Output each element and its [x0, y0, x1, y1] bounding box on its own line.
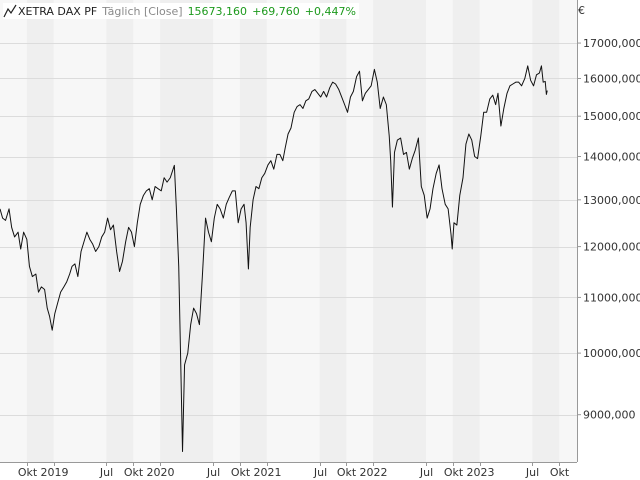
x-tick-label: Jul — [206, 466, 220, 479]
y-axis: 9000,000 10000,000 11000,000 12000,000 13000… — [577, 0, 640, 462]
y-tick-label: 9000,000 — [583, 409, 636, 422]
line-chart-icon — [3, 4, 17, 18]
x-tick-label: Okt — [124, 466, 144, 479]
y-tick-label: 13000,000 — [583, 194, 640, 207]
x-axis: Okt 2019 Jul Okt 2020 Jul Okt 2021 Jul Okt 2022 Jul… — [0, 462, 577, 479]
y-tick-label: 15000,000 — [583, 110, 640, 123]
time-bands — [0, 0, 577, 462]
y-tick-label: 10000,000 — [583, 347, 640, 360]
x-tick-label: 2019 — [41, 466, 69, 479]
currency-label: € — [578, 4, 585, 17]
x-tick-label: 2021 — [254, 466, 282, 479]
x-tick-label: Jul — [313, 466, 327, 479]
quarter-band — [452, 0, 480, 462]
y-tick-label: 14000,000 — [583, 151, 640, 164]
series-line-layer — [0, 65, 548, 453]
quarter-band — [373, 0, 426, 462]
quarter-band — [106, 0, 134, 462]
x-tick-label: Okt — [444, 466, 464, 479]
quarter-band — [239, 0, 267, 462]
grid-lines — [0, 43, 577, 416]
last-price: 15673,160 — [187, 4, 248, 18]
x-tick-label: Jul — [419, 466, 433, 479]
change-absolute: +69,760 — [252, 4, 300, 18]
x-tick-label: 2023 — [467, 466, 495, 479]
x-tick-label: Jul — [525, 466, 539, 479]
x-tick-label: 2022 — [360, 466, 388, 479]
series-line — [0, 65, 548, 453]
quarter-band — [319, 0, 347, 462]
y-tick-label: 11000,000 — [583, 291, 640, 304]
change-percent: +0,447% — [304, 4, 356, 18]
instrument-name: XETRA DAX PF — [18, 4, 98, 18]
chart-header: XETRA DAX PF Täglich [Close] 15673,160 +… — [3, 3, 359, 19]
x-tick-label: Okt — [231, 466, 251, 479]
y-tick-label: 16000,000 — [583, 72, 640, 85]
x-tick-label: Okt — [550, 466, 570, 479]
x-tick-label: 2020 — [147, 466, 175, 479]
quarter-band — [26, 0, 54, 462]
x-tick-label: Okt — [18, 466, 38, 479]
x-tick-label: Jul — [99, 466, 113, 479]
quarter-band — [532, 0, 560, 462]
x-tick-label: Okt — [337, 466, 357, 479]
plot-background — [0, 0, 577, 462]
chart-mode: Täglich [Close] — [102, 4, 183, 18]
y-tick-label: 12000,000 — [583, 241, 640, 254]
quarter-band — [160, 0, 214, 462]
y-tick-label: 17000,000 — [583, 37, 640, 50]
